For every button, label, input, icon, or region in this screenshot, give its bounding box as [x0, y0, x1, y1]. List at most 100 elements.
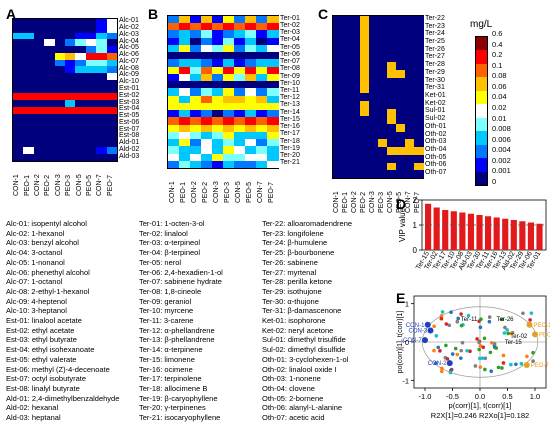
heatmap-cell [369, 131, 379, 140]
legend-entry: Ter-19: β-caryophyllene [139, 393, 218, 403]
legend-entry: Ter-08: 1,8-cineole [139, 286, 202, 296]
heatmap-cell [23, 79, 35, 88]
heatmap-cell [256, 66, 268, 75]
heatmap-cell [234, 124, 246, 133]
heatmap-cell [360, 77, 370, 86]
heatmap-cell [342, 85, 352, 94]
variable-point [459, 312, 463, 316]
heatmap-cell [23, 100, 35, 108]
heatmap-cell [378, 23, 388, 32]
legend-entry: Oth-03: 1-nonene [262, 374, 321, 384]
heatmap-cell [405, 170, 415, 179]
heatmap-cell [23, 39, 35, 47]
heatmap-cell [378, 77, 388, 86]
heatmap-cell [212, 160, 224, 169]
variable-point [500, 317, 505, 322]
variable-point [481, 345, 486, 350]
heatmap-cell [351, 93, 361, 102]
heatmap-cell [13, 120, 24, 128]
heatmap-cell [44, 39, 56, 47]
heatmap-cell [223, 131, 235, 140]
legend-entry: Ter-07: sabinene hydrate [139, 277, 222, 287]
heatmap-cell [179, 131, 191, 140]
heatmap-cell [106, 25, 118, 33]
heatmap-c [332, 15, 424, 179]
heatmap-cell [190, 160, 202, 169]
heatmap-cell [106, 19, 118, 27]
heatmap-cell [414, 16, 424, 25]
heatmap-cell [190, 66, 202, 75]
variable-label: Ter-02 [510, 334, 528, 340]
heatmap-cell [75, 147, 87, 155]
sample-point [526, 321, 533, 328]
vip-bar [519, 221, 526, 250]
heatmap-cell [23, 140, 35, 148]
heatmap-cell [378, 62, 388, 71]
heatmap-cell [234, 37, 246, 46]
heatmap-cell [414, 54, 424, 63]
legend-entry: Est-06: methyl (Z)-4-decenoate [6, 364, 110, 374]
variable-point [447, 323, 452, 328]
heatmap-cell [212, 23, 224, 31]
legend-entry: Ter-26: sabinene [262, 257, 318, 267]
legend-entry: Ter-18: allocimene B [139, 383, 208, 393]
heatmap-row-label: Est-03 [119, 98, 140, 106]
heatmap-cell [168, 59, 180, 68]
variable-point [453, 346, 458, 351]
variable-point [489, 369, 493, 373]
heatmap-cell [33, 86, 45, 94]
heatmap-cell [256, 139, 268, 147]
heatmap-cell [168, 153, 180, 162]
heatmap-cell [33, 19, 45, 27]
heatmap-cell [33, 127, 45, 135]
legend-entry: Ald-02: hexanal [6, 403, 59, 413]
vip-y-tick-label: 2 [413, 196, 418, 205]
heatmap-cell [223, 81, 235, 89]
heatmap-cell [44, 113, 56, 121]
heatmap-cell [414, 39, 424, 48]
heatmap-cell [342, 70, 352, 79]
heatmap-cell [179, 81, 191, 89]
heatmap-row-label: Ter-06 [280, 50, 300, 58]
legend-entry: Oth-02: linalool oxide I [262, 364, 337, 374]
heatmap-column-label: PEO-7 [267, 181, 275, 203]
variable-point [521, 311, 525, 316]
heatmap-cell [333, 131, 343, 140]
heatmap-row-label: Alc-09 [119, 71, 139, 79]
heatmap-cell [342, 16, 352, 25]
heatmap-row-label: Alc-04 [119, 37, 139, 45]
heatmap-cell [33, 59, 45, 67]
heatmap-cell [405, 100, 415, 110]
heatmap-cell [333, 16, 343, 25]
colorbar-unit: mg/L [470, 19, 493, 30]
legend-entry: Ter-13: β-phellandrene [139, 335, 215, 345]
heatmap-cell [342, 46, 352, 56]
heatmap-cell [75, 19, 87, 27]
heatmap-cell [414, 46, 424, 56]
heatmap-row-label: Ter-19 [280, 144, 300, 152]
heatmap-cell [378, 139, 388, 148]
heatmap-cell [65, 100, 76, 108]
heatmap-cell [414, 131, 424, 140]
heatmap-cell [54, 140, 66, 148]
heatmap-cell [267, 37, 279, 46]
legend-entry: Ter-14: α-terpinene [139, 345, 203, 355]
variable-point [459, 323, 464, 328]
heatmap-row-label: Alc-07 [119, 57, 139, 65]
legend-entry: Alc-03: benzyl alcohol [6, 238, 79, 248]
colorbar-tick-label: 0.01 [492, 113, 507, 123]
heatmap-cell [360, 116, 370, 125]
heatmap-cell [396, 147, 406, 156]
legend-entry: Oth-01: 3-cyclohexen-1-ol [262, 354, 349, 364]
heatmap-cell [245, 16, 257, 24]
heatmap-cell [44, 127, 56, 135]
heatmap-cell [378, 39, 388, 48]
heatmap-cell [201, 160, 213, 169]
heatmap-cell [44, 133, 56, 142]
heatmap-cell [378, 54, 388, 63]
heatmap-cell [405, 116, 415, 125]
heatmap-cell [405, 23, 415, 32]
heatmap-cell [234, 153, 246, 162]
heatmap-cell [65, 66, 76, 74]
legend-entry: Est-04: ethyl isohexanoate [6, 345, 95, 355]
